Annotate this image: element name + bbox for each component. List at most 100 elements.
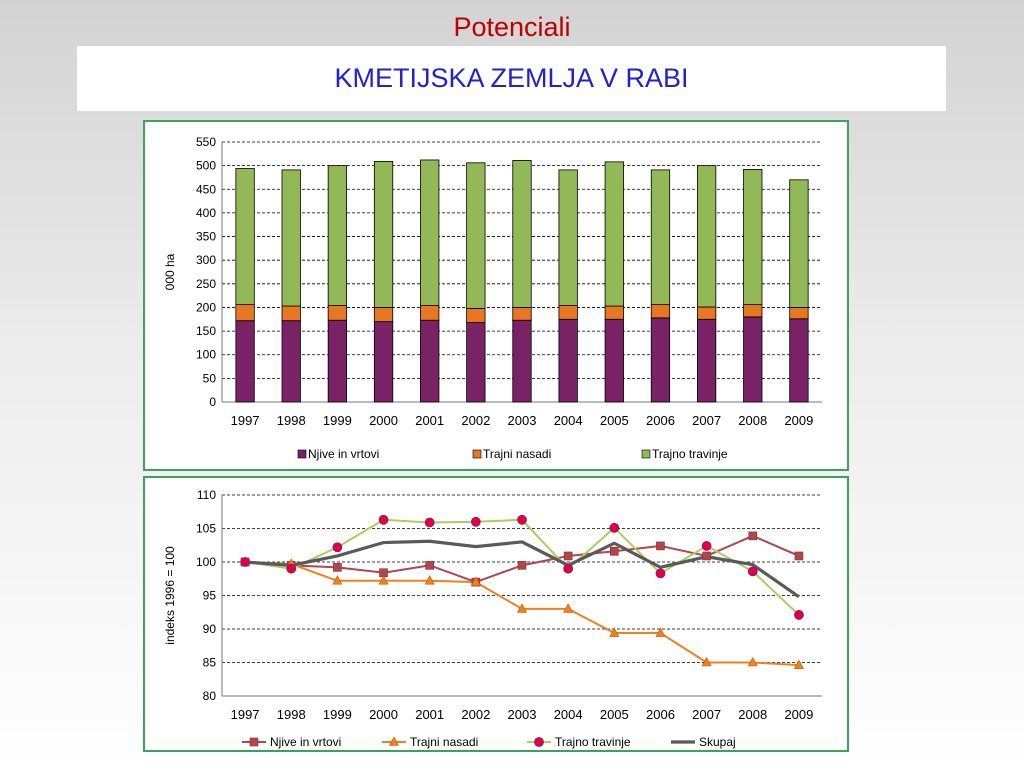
x-tick-label: 2000	[369, 707, 398, 722]
y-tick-label: 550	[196, 135, 216, 149]
data-point-square	[702, 551, 711, 561]
bar-segment	[512, 307, 532, 321]
title-banner: KMETIJSKA ZEMLJA V RABI	[77, 46, 946, 111]
y-tick-label: 100	[196, 555, 216, 569]
bar-segment	[327, 165, 348, 306]
legend-swatch	[641, 449, 651, 459]
data-point-circle	[701, 541, 712, 551]
bar-segment	[281, 169, 301, 307]
y-axis-title: indeks 1996 = 100	[163, 546, 177, 645]
data-point-circle	[470, 516, 481, 527]
data-point-triangle	[793, 659, 804, 669]
bar-segment	[696, 165, 717, 308]
x-tick-label: 2008	[738, 413, 767, 428]
data-point-circle	[332, 542, 343, 553]
data-point-triangle	[389, 736, 399, 746]
bar-segment	[373, 321, 394, 403]
legend-label: Skupaj	[699, 735, 736, 749]
legend-label: Trajno travinje	[555, 735, 631, 749]
x-tick-label: 2008	[738, 707, 767, 722]
bar-segment	[743, 304, 763, 318]
x-tick-label: 2004	[554, 413, 583, 428]
bar-chart-panel: 0 50 100 150 200 250 300 350 400 450 500 550 1997 199…	[143, 120, 849, 471]
data-point-circle	[534, 737, 544, 747]
data-point-triangle	[470, 576, 481, 586]
data-point-circle	[424, 517, 435, 528]
data-point-circle	[378, 514, 389, 525]
bar-segment	[466, 162, 486, 309]
x-tick-label: 2005	[600, 413, 629, 428]
y-tick-label: 150	[196, 324, 216, 338]
bar-segment	[235, 168, 255, 306]
x-tick-label: 2005	[600, 707, 629, 722]
bar-segment	[558, 169, 578, 306]
bar-segment	[558, 318, 578, 403]
y-tick-label: 300	[196, 253, 216, 267]
data-point-circle	[563, 563, 574, 574]
bar-segment	[743, 316, 763, 403]
series-line	[245, 561, 799, 667]
x-tick-label: 2001	[415, 413, 444, 428]
y-tick-label: 400	[196, 206, 216, 220]
bar-segment	[743, 169, 763, 306]
x-tick-label: 2002	[461, 707, 490, 722]
bar-segment	[466, 322, 486, 403]
x-tick-label: 2003	[508, 707, 537, 722]
y-tick-label: 95	[203, 589, 217, 603]
bar-segment	[420, 159, 440, 306]
bar-segment	[789, 307, 809, 320]
data-point-triangle	[517, 603, 527, 613]
data-point-circle	[517, 514, 527, 525]
x-tick-label: 2003	[508, 413, 537, 428]
bar-segment	[512, 319, 532, 403]
legend-label: Trajno travinje	[652, 447, 728, 461]
page-title: Potenciali	[453, 12, 571, 42]
legend-label: Trajni nasadi	[410, 735, 478, 749]
legend-swatch	[297, 449, 307, 459]
y-tick-label: 200	[196, 300, 216, 314]
x-tick-label: 1999	[323, 707, 352, 722]
data-point-square	[249, 737, 259, 747]
y-tick-label: 500	[196, 159, 216, 173]
bar-segment	[373, 160, 394, 308]
bar-segment	[327, 319, 348, 403]
index-line-chart: 80 85 90 95 100 105 110 1997 1998 1999 2000 2001 200…	[163, 488, 822, 749]
bar-segment	[373, 307, 394, 323]
y-tick-label: 105	[196, 522, 216, 536]
data-point-circle	[747, 566, 758, 577]
data-point-triangle	[332, 575, 343, 585]
data-point-circle	[794, 610, 804, 620]
y-tick-label: 0	[209, 395, 216, 409]
x-tick-label: 1997	[231, 707, 260, 722]
data-point-circle	[655, 568, 666, 579]
x-tick-label: 2004	[554, 707, 583, 722]
bar-segment	[604, 161, 624, 307]
bar-segment	[696, 306, 717, 320]
x-tick-label: 2009	[784, 413, 813, 428]
x-tick-label: 2009	[784, 707, 813, 722]
bar-segment	[466, 307, 486, 323]
stacked-bar-chart: 0 50 100 150 200 250 300 350 400 450 500 550 1997 199…	[163, 135, 822, 461]
bar-segment	[512, 160, 532, 308]
x-tick-label: 2001	[415, 707, 444, 722]
data-point-circle	[286, 563, 297, 574]
y-tick-label: 250	[196, 277, 216, 291]
bar-segment	[420, 305, 440, 321]
y-tick-label: 450	[196, 182, 216, 196]
data-point-triangle	[563, 603, 574, 613]
x-tick-label: 2007	[692, 707, 721, 722]
x-tick-label: 2002	[461, 413, 490, 428]
bar-segment	[558, 305, 578, 320]
bar-segment	[650, 317, 671, 403]
bar-segment	[696, 318, 717, 403]
bar-segment	[281, 320, 301, 403]
data-point-square	[794, 551, 804, 561]
bar-segment	[604, 318, 624, 403]
data-point-square	[748, 531, 758, 541]
data-point-square	[517, 561, 527, 570]
data-point-square	[425, 561, 434, 570]
x-tick-label: 2000	[369, 413, 398, 428]
x-tick-label: 1999	[323, 413, 352, 428]
data-point-triangle	[378, 575, 389, 585]
data-point-triangle	[609, 627, 620, 637]
